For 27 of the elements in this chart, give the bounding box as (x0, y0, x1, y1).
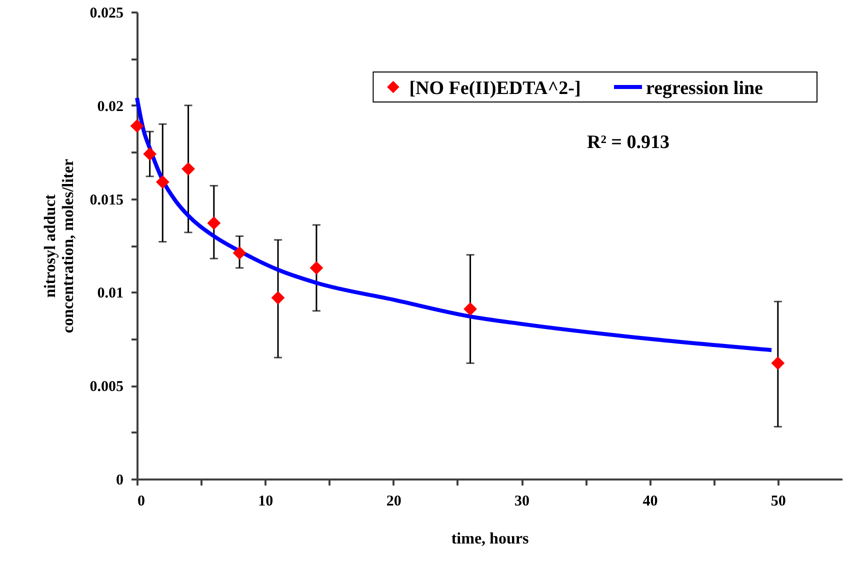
legend-label: [NO Fe(II)EDTA^2-] (409, 78, 581, 99)
point (464, 302, 477, 316)
y-tick-label: 0.005 (90, 379, 124, 396)
point (232, 246, 246, 260)
y-axis-title: nitrosyl adduct concentration, moles/liter (42, 158, 77, 334)
x-axis-title: time, hours (451, 530, 529, 548)
y-tick-label: 0.025 (90, 6, 124, 22)
annotation: R² = 0.913 (587, 132, 670, 153)
point (207, 216, 221, 230)
y-tick-label: 0 (116, 472, 124, 488)
point (143, 147, 157, 161)
point (771, 356, 785, 370)
x-tick-label: 30 (514, 494, 530, 510)
y-tick-label: 0.01 (97, 286, 124, 302)
x-tick-label: 40 (642, 494, 658, 510)
x-tick-label: 10 (258, 494, 274, 510)
point (130, 119, 144, 133)
point (156, 175, 170, 189)
point (310, 261, 324, 275)
y-tick-label: 0.02 (97, 98, 124, 115)
x-tick-label: 20 (386, 494, 402, 510)
x-tick-label: 0 (138, 494, 145, 510)
legend-label: regression line (646, 78, 763, 99)
x-tick-label: 50 (770, 494, 786, 510)
point (271, 291, 285, 305)
point (182, 162, 195, 176)
y-tick-label: 0.015 (90, 192, 124, 208)
